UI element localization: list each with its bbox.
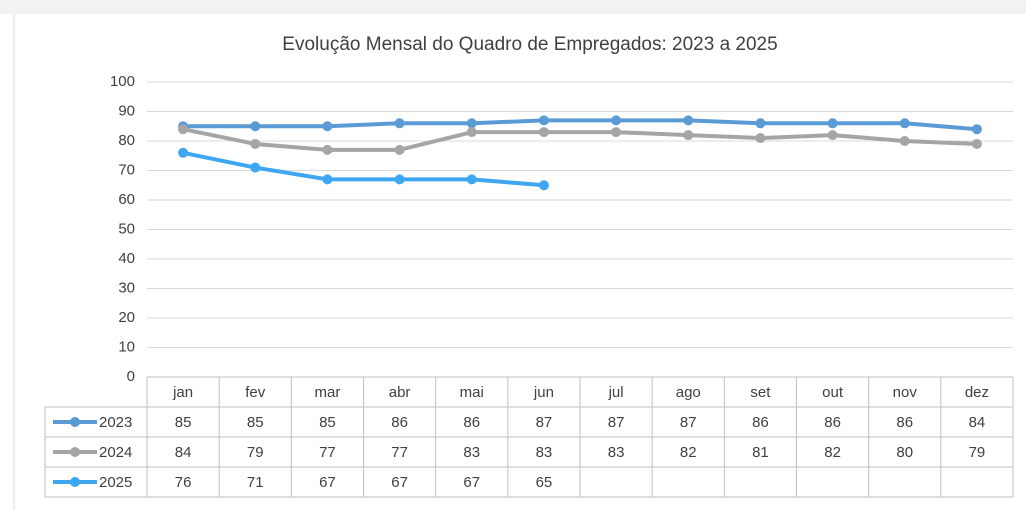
x-tick-label: mai: [460, 384, 484, 401]
marker: [538, 127, 549, 138]
table-value: 86: [752, 414, 769, 431]
table-value: 86: [463, 414, 480, 431]
marker: [683, 115, 694, 126]
x-tick-label: out: [822, 384, 844, 401]
table-value: 67: [463, 474, 480, 491]
x-tick-label: fev: [245, 384, 266, 401]
table-value: 84: [969, 414, 986, 431]
table-value: 85: [319, 414, 336, 431]
table-value: 87: [608, 414, 625, 431]
table-value: 76: [175, 474, 192, 491]
marker: [899, 118, 910, 129]
y-tick-label: 0: [127, 368, 135, 385]
marker: [394, 174, 405, 185]
x-tick-label: jun: [533, 384, 554, 401]
x-tick-label: jan: [172, 384, 193, 401]
marker: [250, 121, 261, 132]
x-tick-label: mar: [314, 384, 340, 401]
marker: [755, 133, 766, 144]
table-value: 83: [463, 444, 480, 461]
marker: [466, 127, 477, 138]
marker: [683, 130, 694, 141]
marker: [611, 127, 622, 138]
table-value: 81: [752, 444, 769, 461]
marker: [178, 147, 189, 158]
table-value: 65: [536, 474, 553, 491]
legend-label: 2023: [99, 414, 132, 431]
table-value: 84: [175, 444, 192, 461]
y-tick-label: 90: [118, 102, 135, 119]
marker: [827, 130, 838, 141]
x-tick-label: dez: [965, 384, 989, 401]
table-value: 86: [896, 414, 913, 431]
y-tick-label: 50: [118, 220, 135, 237]
legend-marker: [70, 447, 80, 457]
table-value: 82: [680, 444, 697, 461]
table-value: 80: [896, 444, 913, 461]
marker: [250, 138, 261, 149]
legend-marker: [70, 417, 80, 427]
table-value: 86: [824, 414, 841, 431]
marker: [466, 118, 477, 129]
y-tick-label: 40: [118, 250, 135, 267]
top-strip: [0, 0, 1026, 14]
x-tick-label: abr: [389, 384, 411, 401]
marker: [322, 121, 333, 132]
table-value: 82: [824, 444, 841, 461]
table-value: 71: [247, 474, 264, 491]
y-tick-label: 70: [118, 161, 135, 178]
x-tick-label: ago: [676, 384, 701, 401]
y-tick-label: 20: [118, 309, 135, 326]
table-value: 87: [536, 414, 553, 431]
marker: [466, 174, 477, 185]
series-line: [181, 118, 979, 132]
y-tick-label: 60: [118, 191, 135, 208]
marker: [611, 115, 622, 126]
table-value: 85: [247, 414, 264, 431]
marker: [322, 174, 333, 185]
marker: [827, 118, 838, 129]
series-line: [181, 127, 979, 152]
marker: [322, 144, 333, 155]
table-value: 83: [536, 444, 553, 461]
table-value: 86: [391, 414, 408, 431]
marker: [971, 138, 982, 149]
table-value: 83: [608, 444, 625, 461]
marker: [899, 136, 910, 146]
x-tick-label: jul: [608, 384, 624, 401]
marker: [178, 124, 189, 135]
legend-marker: [70, 477, 80, 487]
y-tick-label: 10: [118, 338, 135, 355]
table-value: 87: [680, 414, 697, 431]
y-tick-label: 80: [118, 132, 135, 149]
table-value: 77: [391, 444, 408, 461]
x-tick-label: set: [750, 384, 771, 401]
table-value: 79: [969, 444, 986, 461]
marker: [971, 124, 982, 135]
table-value: 67: [391, 474, 408, 491]
series-line: [181, 150, 546, 188]
marker: [538, 180, 549, 191]
table-value: 79: [247, 444, 264, 461]
x-tick-label: nov: [893, 384, 918, 401]
y-tick-label: 100: [110, 73, 135, 90]
y-tick-label: 30: [118, 279, 135, 296]
legend-label: 2024: [99, 444, 132, 461]
marker: [538, 115, 549, 126]
table-value: 77: [319, 444, 336, 461]
table-value: 85: [175, 414, 192, 431]
legend-label: 2025: [99, 474, 132, 491]
marker: [394, 144, 405, 155]
marker: [250, 162, 261, 173]
marker: [394, 118, 405, 129]
marker: [755, 118, 766, 129]
chart-title: Evolução Mensal do Quadro de Empregados:…: [282, 34, 777, 55]
table-value: 67: [319, 474, 336, 491]
